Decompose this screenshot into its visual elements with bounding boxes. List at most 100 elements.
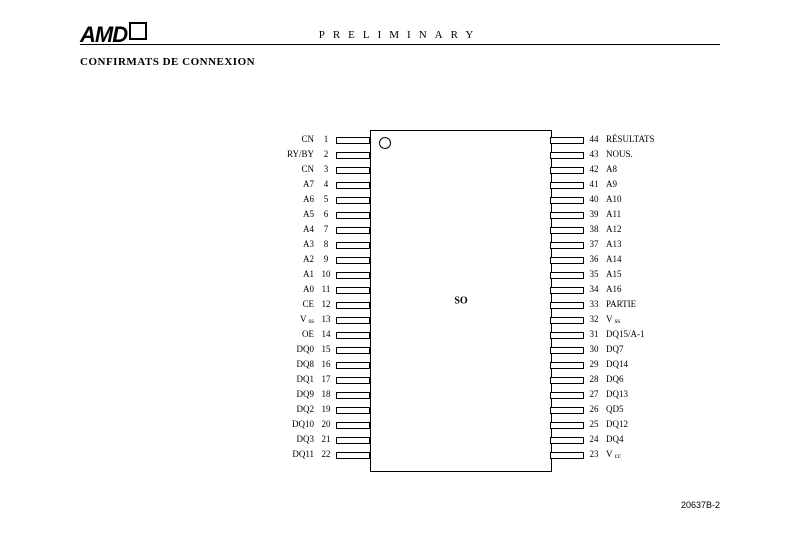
pin-23: 23V cc [550, 449, 800, 463]
pin-lead [550, 407, 584, 414]
pin-lead [550, 152, 584, 159]
pin-12: 12 CE [0, 299, 370, 313]
pin-label: A10 [606, 194, 622, 204]
pin-label: NOUS. [606, 149, 633, 159]
pin-number: 18 [318, 389, 334, 399]
pin-17: 17DQ1 [0, 374, 370, 388]
pin-number: 35 [586, 269, 602, 279]
pin-39: 39A11 [550, 209, 800, 223]
pin-30: 30 DQ7 [550, 344, 800, 358]
pin-24: 24DQ4 [550, 434, 800, 448]
chip-body: SO [370, 130, 552, 472]
pin-2: 2RY/BY [0, 149, 370, 163]
pin-number: 38 [586, 224, 602, 234]
pin-lead [336, 317, 370, 324]
pin-40: 40 A10 [550, 194, 800, 208]
pin-lead [336, 212, 370, 219]
pin-label: A13 [606, 239, 622, 249]
logo-icon [129, 22, 147, 40]
pin-label: A5 [303, 209, 314, 219]
pin-42: 42 A8 [550, 164, 800, 178]
pin-number: 26 [586, 404, 602, 414]
pin-label: A16 [606, 284, 622, 294]
pin-label: DQ11 [292, 449, 314, 459]
pin-lead [336, 437, 370, 444]
pin-lead [550, 317, 584, 324]
pin-number: 27 [586, 389, 602, 399]
pin-lead [550, 422, 584, 429]
pin-14: 14OE [0, 329, 370, 343]
pin-lead [336, 137, 370, 144]
pin-lead [550, 242, 584, 249]
pin-41: 41A9 [550, 179, 800, 193]
pin-number: 43 [586, 149, 602, 159]
pin-label: DQ1 [297, 374, 315, 384]
pin-label: A0 [303, 284, 314, 294]
pin-label: DQ10 [292, 419, 314, 429]
pin-label: A14 [606, 254, 622, 264]
pin-lead [336, 422, 370, 429]
pin-label: DQ0 [297, 344, 315, 354]
pin-lead [336, 392, 370, 399]
pin-lead [336, 452, 370, 459]
pin-number: 9 [318, 254, 334, 264]
pin-lead [336, 407, 370, 414]
pin-number: 31 [586, 329, 602, 339]
pin-label: CN [301, 134, 314, 144]
pin-32: 32V ss [550, 314, 800, 328]
pin-number: 6 [318, 209, 334, 219]
pin-37: 37A13 [550, 239, 800, 253]
pin-label: A4 [303, 224, 314, 234]
pin-5: 5A6 [0, 194, 370, 208]
pin-lead [336, 377, 370, 384]
pin-10: 10A1 [0, 269, 370, 283]
pin-number: 22 [318, 449, 334, 459]
pin-lead [336, 257, 370, 264]
pin-lead [550, 257, 584, 264]
pin-27: 27 DQ13 [550, 389, 800, 403]
pin-18: 18DQ9 [0, 389, 370, 403]
pin-label: A7 [303, 179, 314, 189]
pin-lead [550, 302, 584, 309]
header-rule [80, 44, 720, 45]
pin-label: A8 [606, 164, 617, 174]
pin-label: CN [301, 164, 314, 174]
pin-lead [550, 392, 584, 399]
pin-label: DQ4 [606, 434, 624, 444]
pin-number: 40 [586, 194, 602, 204]
pin-lead [550, 182, 584, 189]
pin-33: 33PARTIE [550, 299, 800, 313]
pin-number: 12 [318, 299, 334, 309]
pin-label: A11 [606, 209, 621, 219]
pin-26: 26QD5 [550, 404, 800, 418]
pin-lead [336, 347, 370, 354]
pin-3: 3CN [0, 164, 370, 178]
pin-lead [336, 167, 370, 174]
pin-20: 20DQ10 [0, 419, 370, 433]
pin-label: DQ7 [606, 344, 624, 354]
pin-number: 30 [586, 344, 602, 354]
pin-label: OE [302, 329, 314, 339]
pin-number: 33 [586, 299, 602, 309]
pin-34: 34A16 [550, 284, 800, 298]
pin-label: DQ9 [297, 389, 315, 399]
pin-1: 1 CN [0, 134, 370, 148]
pin-label: DQ13 [606, 389, 628, 399]
pin-number: 1 [318, 134, 334, 144]
pin-label: CE [302, 299, 314, 309]
pin-label: A1 [303, 269, 314, 279]
pin-number: 42 [586, 164, 602, 174]
pin-label: A6 [303, 194, 314, 204]
pin-lead [550, 362, 584, 369]
pin-number: 7 [318, 224, 334, 234]
pin-label: V ss [300, 314, 314, 325]
package-label: SO [371, 296, 551, 307]
pin-lead [336, 302, 370, 309]
pin-35: 35A15 [550, 269, 800, 283]
pin-6: 6 A5 [0, 209, 370, 223]
pin-lead [550, 287, 584, 294]
pin-label: DQ12 [606, 419, 628, 429]
pin-lead [550, 167, 584, 174]
pin-number: 4 [318, 179, 334, 189]
pin-lead [336, 182, 370, 189]
